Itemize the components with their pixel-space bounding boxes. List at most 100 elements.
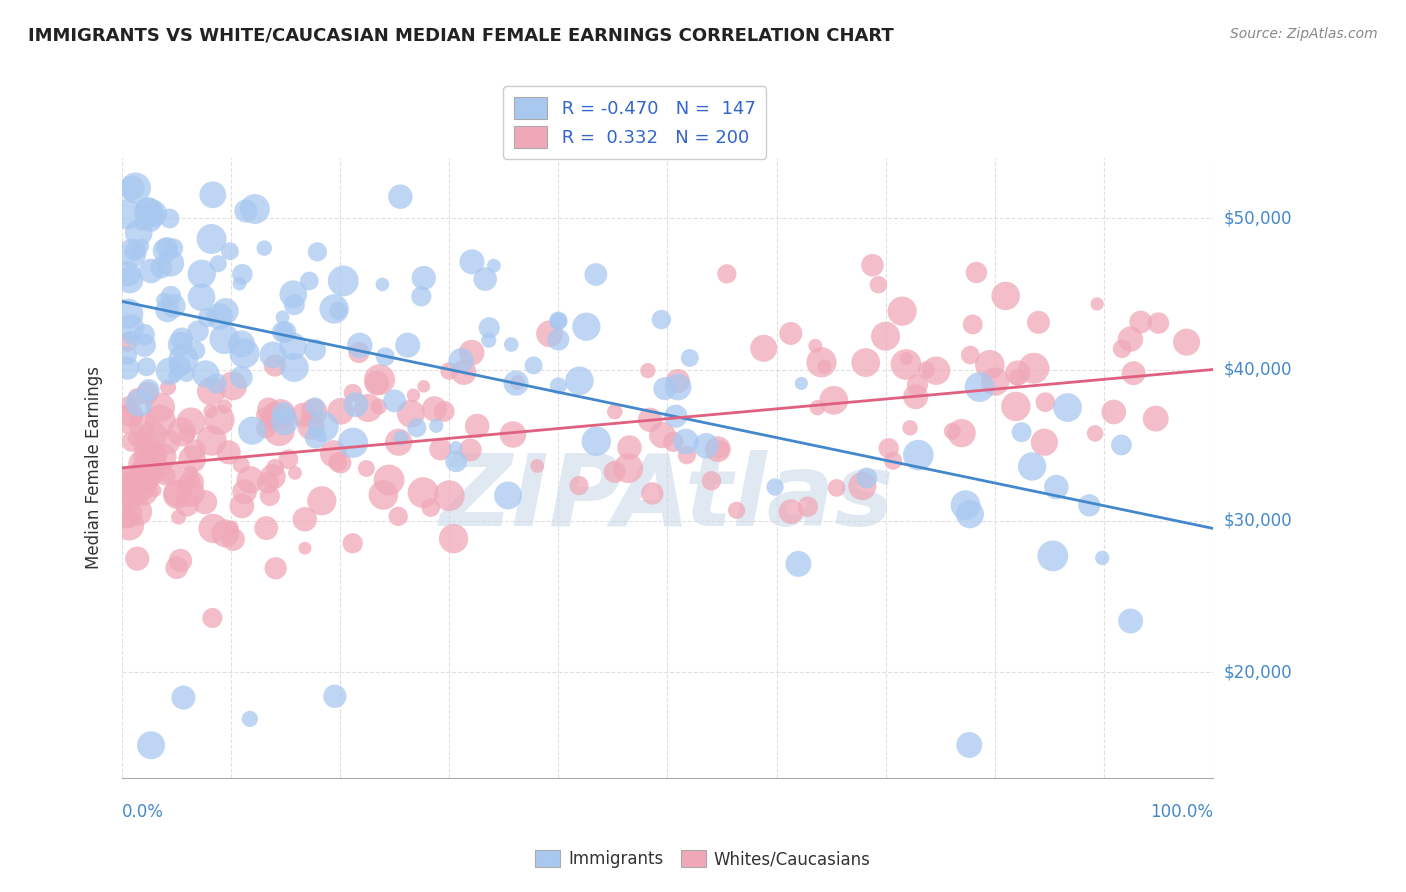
Point bbox=[891, 304, 914, 318]
Point bbox=[136, 204, 159, 219]
Point bbox=[1129, 315, 1152, 329]
Point bbox=[538, 326, 561, 341]
Point bbox=[855, 355, 877, 369]
Point bbox=[1004, 400, 1026, 414]
Point bbox=[117, 476, 139, 491]
Text: $30,000: $30,000 bbox=[1225, 512, 1292, 530]
Point bbox=[259, 489, 281, 503]
Point bbox=[125, 390, 148, 404]
Point bbox=[437, 364, 460, 378]
Point bbox=[117, 486, 139, 500]
Point bbox=[1091, 550, 1114, 565]
Text: Source: ZipAtlas.com: Source: ZipAtlas.com bbox=[1230, 27, 1378, 41]
Point bbox=[233, 484, 256, 499]
Point bbox=[709, 442, 731, 457]
Point bbox=[181, 474, 204, 488]
Point bbox=[875, 329, 897, 343]
Point bbox=[568, 478, 591, 492]
Point bbox=[349, 338, 371, 352]
Point bbox=[366, 376, 388, 390]
Point bbox=[143, 483, 166, 498]
Point bbox=[270, 407, 292, 421]
Point bbox=[163, 368, 186, 383]
Point bbox=[1084, 426, 1107, 441]
Point bbox=[194, 495, 217, 509]
Point bbox=[444, 441, 467, 455]
Point bbox=[118, 492, 141, 507]
Point bbox=[208, 413, 231, 427]
Point bbox=[1033, 395, 1056, 409]
Point bbox=[253, 241, 276, 255]
Point bbox=[439, 489, 461, 503]
Point bbox=[695, 439, 717, 453]
Point bbox=[1175, 335, 1198, 350]
Point bbox=[547, 379, 569, 393]
Point bbox=[304, 400, 326, 414]
Point bbox=[433, 404, 456, 418]
Point bbox=[810, 355, 832, 369]
Point bbox=[666, 380, 689, 394]
Point bbox=[152, 462, 174, 476]
Point bbox=[1078, 499, 1101, 513]
Point bbox=[797, 500, 820, 514]
Point bbox=[254, 521, 277, 535]
Point bbox=[159, 256, 181, 270]
Point bbox=[214, 332, 236, 346]
Point bbox=[117, 506, 139, 520]
Point bbox=[823, 393, 845, 408]
Point bbox=[155, 244, 177, 258]
Point bbox=[444, 454, 467, 468]
Point bbox=[868, 277, 890, 292]
Point bbox=[603, 405, 626, 419]
Point bbox=[641, 486, 664, 500]
Point bbox=[252, 408, 274, 422]
Point bbox=[254, 421, 277, 435]
Point bbox=[585, 268, 607, 282]
Point bbox=[283, 298, 305, 312]
Point bbox=[619, 441, 641, 455]
Point bbox=[505, 376, 527, 391]
Point bbox=[131, 479, 153, 493]
Point bbox=[176, 498, 198, 512]
Point bbox=[862, 258, 884, 272]
Point bbox=[159, 211, 181, 226]
Point bbox=[120, 474, 142, 488]
Point bbox=[152, 293, 174, 307]
Legend:  R = -0.470   N =  147,  R =  0.332   N = 200: R = -0.470 N = 147, R = 0.332 N = 200 bbox=[503, 87, 766, 159]
Point bbox=[131, 418, 153, 433]
Point bbox=[1022, 361, 1045, 376]
Point bbox=[207, 257, 229, 271]
Point bbox=[134, 465, 156, 479]
Point bbox=[262, 469, 284, 483]
Point bbox=[617, 461, 640, 475]
Point bbox=[239, 473, 262, 487]
Point bbox=[194, 367, 217, 381]
Point bbox=[218, 445, 240, 459]
Point bbox=[132, 457, 155, 471]
Point bbox=[127, 551, 149, 566]
Point bbox=[176, 367, 198, 381]
Point bbox=[389, 431, 412, 445]
Point bbox=[312, 419, 335, 434]
Point bbox=[1111, 438, 1133, 452]
Point bbox=[231, 370, 253, 384]
Point bbox=[257, 475, 280, 490]
Point bbox=[342, 386, 364, 401]
Point bbox=[950, 426, 973, 441]
Point bbox=[307, 244, 329, 259]
Text: $40,000: $40,000 bbox=[1225, 360, 1292, 378]
Point bbox=[603, 465, 626, 479]
Point bbox=[121, 246, 143, 260]
Point bbox=[679, 351, 702, 365]
Point bbox=[131, 239, 153, 253]
Point bbox=[128, 396, 150, 410]
Point bbox=[167, 510, 190, 524]
Point bbox=[1147, 316, 1170, 330]
Point bbox=[208, 310, 231, 324]
Point bbox=[172, 352, 194, 367]
Point bbox=[135, 431, 157, 445]
Point bbox=[851, 479, 873, 493]
Point bbox=[169, 553, 191, 567]
Point bbox=[654, 382, 676, 396]
Point bbox=[219, 244, 242, 259]
